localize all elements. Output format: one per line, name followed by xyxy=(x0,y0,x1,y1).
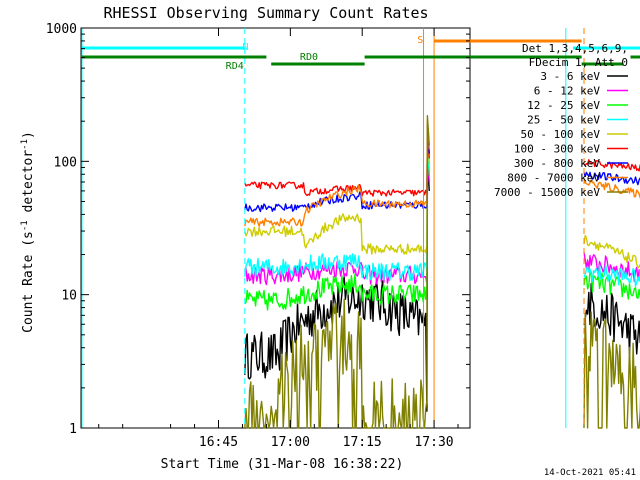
flag-label-4: S xyxy=(417,35,423,46)
plot-frame xyxy=(80,27,471,429)
flag-label-1: N xyxy=(242,42,248,53)
legend-label-3: 12 - 25 keV xyxy=(527,99,600,112)
series-line-9 xyxy=(244,115,640,429)
flag-label-2: RD0 xyxy=(300,52,318,63)
legend-title-1: Det 1,3,4,5,6,9, xyxy=(522,42,628,55)
legend-label-5: 50 - 100 keV xyxy=(521,128,601,141)
series-line-3 xyxy=(244,145,640,311)
y-tick-label-4: 1000 xyxy=(46,22,77,37)
y-tick-label-2: 10 xyxy=(61,289,77,304)
legend-label-1: 3 - 6 keV xyxy=(540,70,600,83)
y-axis-label: Count Rate (s-1 detector-1) xyxy=(20,131,36,333)
y-tick-label-1: 1 xyxy=(69,422,77,437)
legend-label-4: 25 - 50 keV xyxy=(527,114,600,127)
series-line-8 xyxy=(244,119,640,227)
generation-timestamp: 14-Oct-2021 05:41 xyxy=(544,468,636,478)
chart-title: RHESSI Observing Summary Count Rates xyxy=(103,4,428,22)
legend-label-2: 6 - 12 keV xyxy=(534,85,601,98)
legend: Det 1,3,4,5,6,9,FDecim 1, Att 03 - 6 keV… xyxy=(494,42,628,199)
x-tick-label-4: 17:30 xyxy=(414,435,453,450)
y-tick-label-3: 100 xyxy=(54,155,77,170)
series-line-4 xyxy=(244,139,640,287)
series-line-6 xyxy=(244,128,640,197)
x-tick-label-3: 17:15 xyxy=(343,435,382,450)
flag-label-3: RD4 xyxy=(226,61,244,72)
legend-label-8: 800 - 7000 keV xyxy=(507,172,600,185)
plot-area: N RD0 RD4 S 16:45 17:00 17:15 17:30 1 10 100 1000 xyxy=(46,22,640,450)
legend-title-2: FDecim 1, Att 0 xyxy=(529,56,628,69)
legend-label-9: 7000 - 15000 keV xyxy=(494,186,600,199)
x-tick-label-1: 16:45 xyxy=(199,435,238,450)
series-line-5 xyxy=(244,133,640,269)
x-tick-label-2: 17:00 xyxy=(271,435,310,450)
legend-label-7: 300 - 800 keV xyxy=(514,157,600,170)
legend-label-6: 100 - 300 keV xyxy=(514,143,600,156)
x-axis-label: Start Time (31-Mar-08 16:38:22) xyxy=(161,457,404,472)
